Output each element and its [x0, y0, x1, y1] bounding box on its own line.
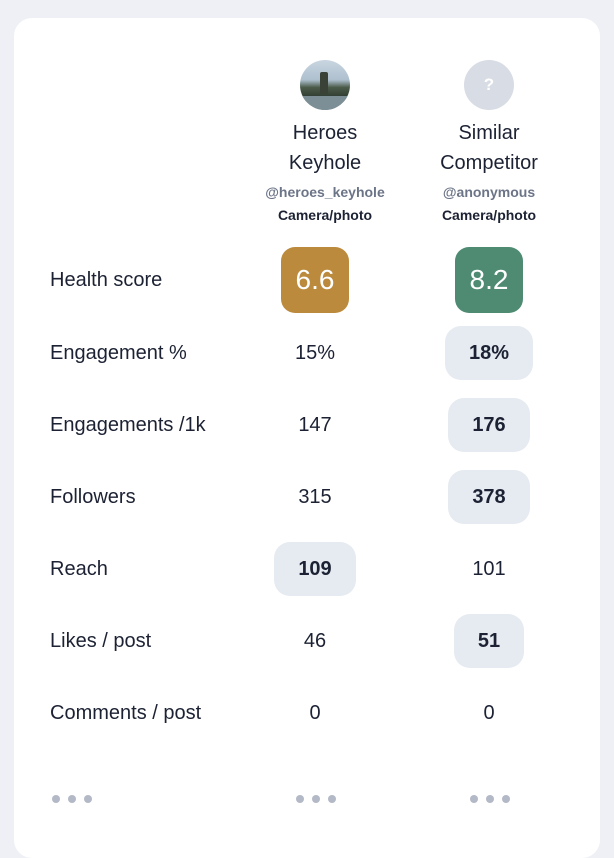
comparison-card: Heroes Keyhole @heroes_keyhole Camera/ph…: [14, 18, 600, 858]
page-header-cut: [0, 0, 614, 18]
metric-value: 15%: [294, 342, 336, 364]
metric-value: 46: [303, 630, 327, 652]
metric-value-highlight: 109: [274, 542, 356, 596]
profile-category: Camera/photo: [277, 207, 373, 223]
question-mark-icon: ?: [464, 60, 514, 110]
metric-label: Health score: [50, 268, 163, 291]
more-dots-icon[interactable]: [52, 793, 92, 805]
metric-label: Reach: [50, 557, 108, 580]
metric-row-likes-post: Likes / post 46 51: [14, 611, 600, 671]
metric-label: Engagements /1k: [50, 413, 206, 436]
metric-row-health-score: Health score 6.6 8.2: [14, 247, 600, 313]
profile-category: Camera/photo: [441, 207, 537, 223]
metric-value-highlight: 18%: [444, 326, 534, 380]
profile-column-competitor: ? Similar Competitor @anonymous Camera/p…: [394, 60, 584, 223]
metric-label: Engagement %: [50, 341, 187, 364]
profile-avatar[interactable]: [300, 60, 350, 110]
metric-row-comments-post: Comments / post 0 0: [14, 683, 600, 743]
metric-value: 101: [472, 558, 506, 580]
health-score-badge: 8.2: [455, 247, 523, 313]
metric-value-highlight: 378: [448, 470, 530, 524]
profile-column-heroes: Heroes Keyhole @heroes_keyhole Camera/ph…: [230, 60, 420, 223]
profile-handle: @heroes_keyhole: [265, 184, 385, 200]
metric-row-followers: Followers 315 378: [14, 467, 600, 527]
profile-handle: @anonymous: [442, 184, 536, 200]
metric-value-highlight: 176: [448, 398, 530, 452]
metric-value: 147: [298, 414, 332, 436]
profile-name[interactable]: Heroes Keyhole: [288, 122, 362, 174]
metric-label: Likes / post: [50, 629, 152, 652]
more-dots-icon[interactable]: [296, 793, 336, 805]
metric-value-highlight: 51: [453, 614, 525, 668]
metric-value: 0: [483, 702, 495, 724]
metric-row-engagements-1k: Engagements /1k 147 176: [14, 395, 600, 455]
health-score-badge: 6.6: [281, 247, 349, 313]
metric-value: 0: [309, 702, 321, 724]
metric-row-reach: Reach 109 101: [14, 539, 600, 599]
metric-label: Comments / post: [50, 701, 202, 724]
profile-name[interactable]: Similar Competitor: [440, 122, 538, 174]
more-dots-icon[interactable]: [470, 793, 510, 805]
metric-value: 315: [298, 486, 332, 508]
metric-row-engagement-pct: Engagement % 15% 18%: [14, 323, 600, 383]
metric-label: Followers: [50, 485, 136, 508]
